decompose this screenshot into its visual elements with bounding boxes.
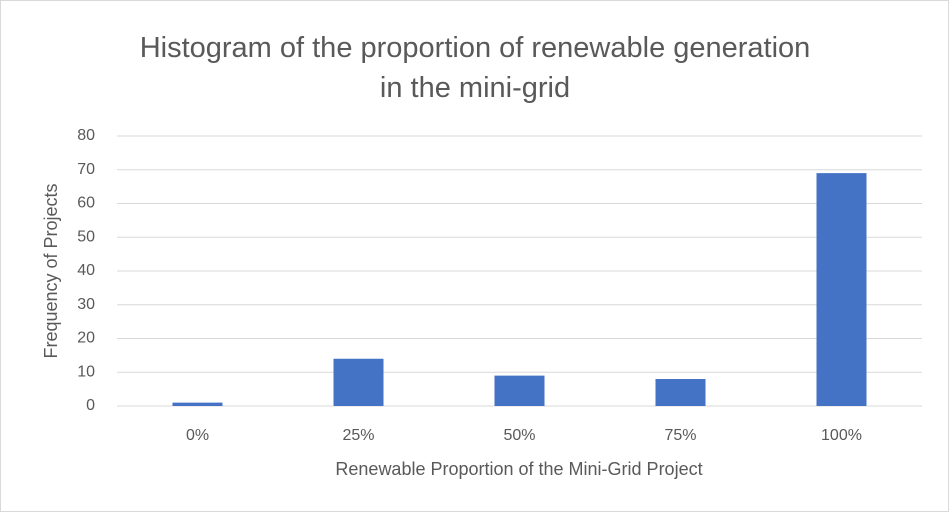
x-tick-label: 50%	[503, 427, 535, 444]
y-tick-label: 50	[77, 228, 95, 245]
x-tick-label: 0%	[186, 427, 209, 444]
x-tick-label: 75%	[664, 427, 696, 444]
bar	[333, 358, 384, 406]
y-tick-label: 80	[77, 127, 95, 144]
y-axis-label: Frequency of Projects	[41, 183, 61, 358]
y-tick-label: 40	[77, 262, 95, 279]
chart-title: Histogram of the proportion of renewable…	[139, 32, 811, 104]
y-tick-label: 0	[86, 397, 95, 414]
bar	[172, 402, 223, 406]
bar	[816, 173, 867, 406]
y-tick-label: 20	[77, 330, 95, 347]
y-tick-label: 10	[77, 363, 95, 380]
y-tick-label: 60	[77, 195, 95, 212]
y-tick-label: 30	[77, 296, 95, 313]
bar	[655, 379, 706, 406]
bar	[494, 375, 545, 406]
x-axis-label: Renewable Proportion of the Mini-Grid Pr…	[335, 459, 702, 479]
x-tick-label: 100%	[821, 427, 862, 444]
x-tick-label: 25%	[342, 427, 374, 444]
y-tick-label: 70	[77, 161, 95, 178]
